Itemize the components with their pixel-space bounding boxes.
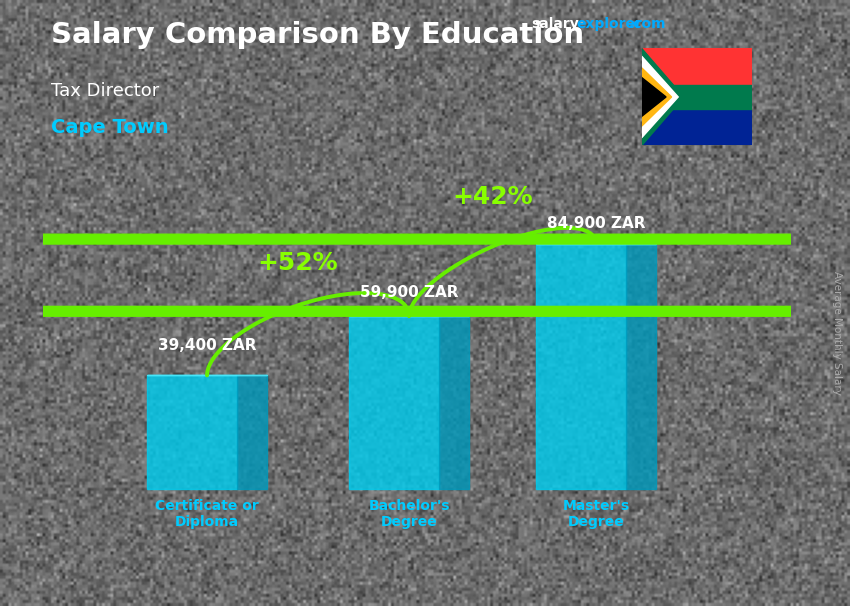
Text: Tax Director: Tax Director [51, 82, 159, 100]
Text: +42%: +42% [453, 185, 534, 208]
Polygon shape [642, 68, 672, 126]
Text: Master's
Degree: Master's Degree [563, 499, 630, 529]
Text: explorer: explorer [576, 17, 643, 31]
Text: salary: salary [531, 17, 579, 31]
Text: Average Monthly Salary: Average Monthly Salary [832, 271, 842, 395]
Text: 84,900 ZAR: 84,900 ZAR [547, 216, 645, 230]
Text: Bachelor's
Degree: Bachelor's Degree [368, 499, 450, 529]
Text: Certificate or
Diploma: Certificate or Diploma [156, 499, 259, 529]
Bar [642, 48, 752, 97]
Polygon shape [147, 375, 237, 489]
Text: Cape Town: Cape Town [51, 118, 168, 137]
Text: Salary Comparison By Education: Salary Comparison By Education [51, 21, 584, 49]
Text: 59,900 ZAR: 59,900 ZAR [360, 285, 458, 301]
Polygon shape [536, 244, 626, 489]
Polygon shape [642, 48, 683, 145]
Bar [642, 97, 752, 145]
Bar [642, 85, 752, 108]
Polygon shape [439, 316, 469, 489]
Polygon shape [349, 316, 439, 489]
Polygon shape [642, 78, 666, 116]
Polygon shape [237, 375, 267, 489]
Polygon shape [626, 244, 656, 489]
Text: .com: .com [629, 17, 666, 31]
Text: +52%: +52% [258, 251, 338, 275]
Polygon shape [642, 56, 678, 138]
Text: 39,400 ZAR: 39,400 ZAR [158, 338, 257, 353]
Polygon shape [0, 235, 850, 244]
Polygon shape [0, 307, 850, 316]
